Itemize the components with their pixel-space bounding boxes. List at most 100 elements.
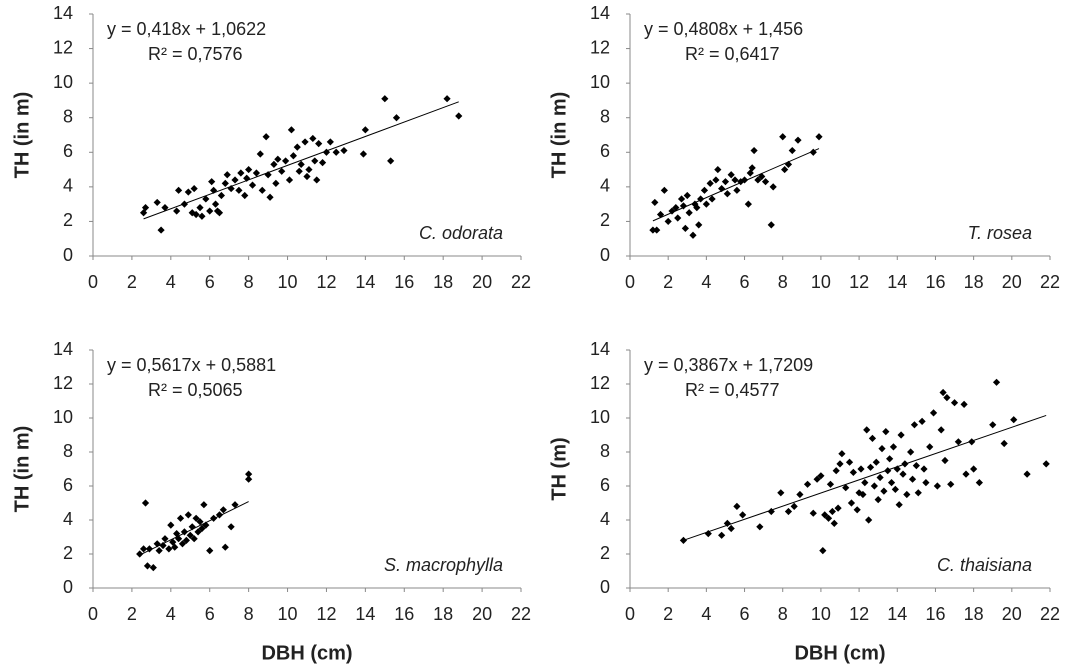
- point: [767, 507, 775, 516]
- species-label: C. odorata: [419, 223, 503, 243]
- y-tick-label: 0: [63, 577, 73, 597]
- point: [889, 443, 898, 451]
- point: [167, 521, 175, 529]
- point: [702, 200, 710, 208]
- x-tick-label: 20: [472, 604, 492, 624]
- point: [767, 221, 775, 229]
- point: [248, 181, 257, 189]
- x-tick-label: 0: [625, 272, 635, 292]
- point: [891, 485, 899, 493]
- point: [227, 523, 235, 531]
- point: [159, 541, 167, 550]
- point: [828, 507, 836, 516]
- point: [392, 114, 401, 122]
- point: [784, 507, 793, 516]
- point: [340, 146, 348, 155]
- point: [914, 489, 922, 497]
- point: [297, 160, 305, 168]
- x-tick-label: 2: [127, 604, 137, 624]
- point: [141, 499, 150, 507]
- point: [700, 186, 709, 194]
- y-tick-label: 2: [63, 543, 73, 563]
- point: [1023, 470, 1031, 478]
- point: [950, 399, 959, 407]
- point: [704, 530, 712, 538]
- y-tick-label: 14: [590, 3, 610, 23]
- point: [809, 148, 817, 156]
- y-tick-label: 14: [590, 339, 610, 359]
- point: [706, 179, 714, 187]
- point: [208, 178, 216, 186]
- point: [723, 519, 731, 527]
- point: [202, 195, 210, 203]
- point: [258, 186, 266, 194]
- point: [708, 195, 716, 203]
- point: [169, 538, 177, 546]
- x-tick-label: 18: [433, 604, 453, 624]
- y-tick-label: 2: [63, 210, 73, 230]
- point: [744, 200, 752, 208]
- x-tick-label: 22: [511, 272, 531, 292]
- point: [954, 438, 962, 446]
- point: [874, 496, 882, 504]
- point: [194, 528, 202, 536]
- x-tick-label: 8: [244, 604, 254, 624]
- trendline: [652, 148, 820, 222]
- point: [893, 465, 901, 473]
- point: [293, 143, 301, 151]
- point: [282, 157, 290, 165]
- x-tick-label: 0: [88, 604, 98, 624]
- y-tick-label: 8: [63, 106, 73, 126]
- point: [929, 409, 938, 417]
- point: [756, 523, 764, 531]
- x-tick-label: 14: [887, 272, 907, 292]
- point: [918, 417, 926, 425]
- point: [143, 562, 152, 570]
- x-tick-label: 4: [701, 604, 711, 624]
- x-tick-label: 12: [316, 272, 336, 292]
- point: [865, 516, 873, 524]
- point: [842, 484, 850, 492]
- y-tick-label: 12: [53, 373, 73, 393]
- y-tick-label: 12: [53, 37, 73, 57]
- point: [178, 540, 187, 548]
- point: [809, 509, 817, 517]
- point: [359, 150, 368, 158]
- point: [311, 157, 319, 165]
- point: [870, 482, 878, 490]
- point: [252, 169, 261, 177]
- point: [171, 543, 179, 551]
- y-tick-label: 10: [590, 407, 610, 427]
- y-tick-label: 4: [63, 509, 73, 529]
- point: [947, 480, 955, 488]
- point: [830, 519, 838, 527]
- point: [1000, 439, 1008, 448]
- x-tick-label: 8: [778, 604, 788, 624]
- point: [287, 126, 296, 134]
- point: [141, 204, 150, 212]
- point: [332, 148, 340, 156]
- point: [884, 467, 892, 475]
- x-axis-label: DBH (cm): [794, 642, 885, 664]
- r-squared: R² = 0,5065: [148, 380, 243, 400]
- point: [237, 169, 245, 177]
- x-tick-label: 16: [394, 272, 414, 292]
- point: [992, 378, 1001, 386]
- point: [878, 445, 886, 453]
- point: [920, 465, 928, 473]
- point: [926, 443, 934, 451]
- x-tick-label: 22: [1040, 272, 1060, 292]
- point: [256, 150, 264, 158]
- point: [819, 547, 827, 555]
- point: [861, 479, 869, 487]
- point: [733, 186, 741, 194]
- y-tick-label: 6: [600, 475, 610, 495]
- y-tick-label: 14: [53, 339, 73, 359]
- point: [813, 475, 821, 483]
- x-axis-label: DBH (cm): [261, 642, 352, 664]
- point: [274, 155, 282, 163]
- point: [245, 470, 253, 478]
- point: [192, 514, 200, 522]
- trendline: [143, 101, 459, 220]
- point: [264, 171, 272, 179]
